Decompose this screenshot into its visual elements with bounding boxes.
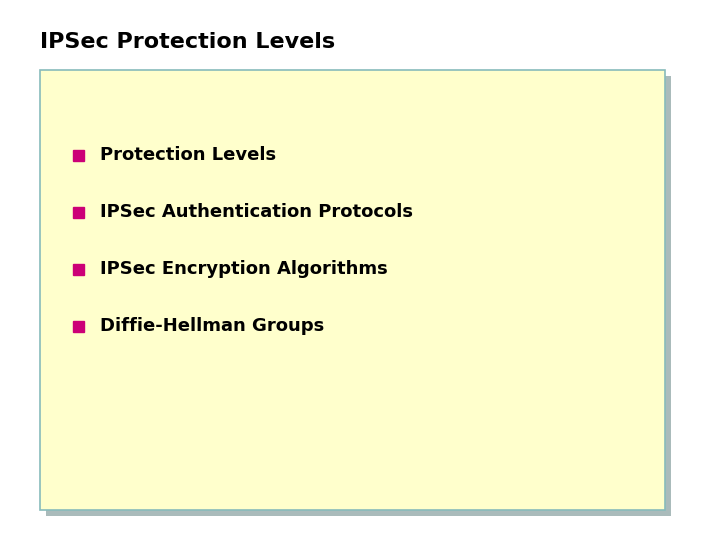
- Bar: [46, 76, 671, 516]
- Bar: [73, 321, 84, 332]
- Bar: [73, 150, 84, 160]
- Text: IPSec Authentication Protocols: IPSec Authentication Protocols: [100, 203, 413, 221]
- Text: IPSec Protection Levels: IPSec Protection Levels: [40, 32, 335, 52]
- Bar: [73, 206, 84, 218]
- Bar: [73, 264, 84, 274]
- Bar: [40, 70, 665, 510]
- Text: Protection Levels: Protection Levels: [100, 146, 276, 164]
- Text: Diffie-Hellman Groups: Diffie-Hellman Groups: [100, 317, 324, 335]
- Text: IPSec Encryption Algorithms: IPSec Encryption Algorithms: [100, 260, 388, 278]
